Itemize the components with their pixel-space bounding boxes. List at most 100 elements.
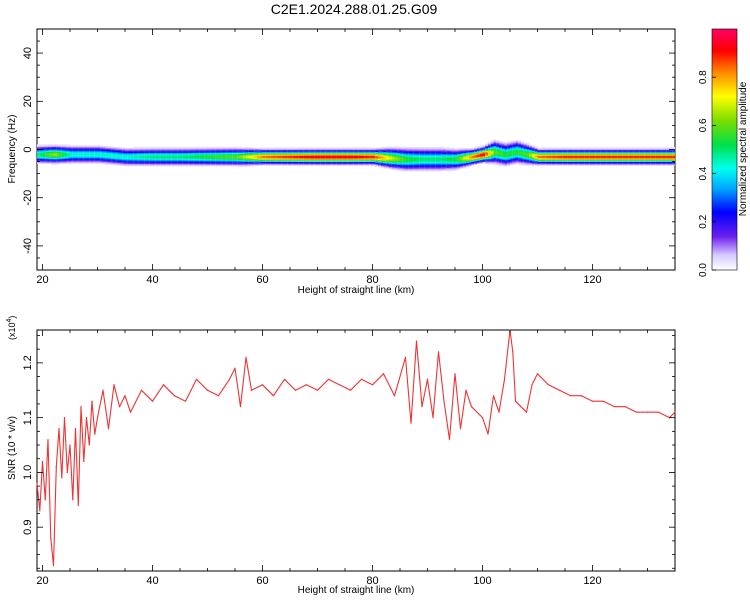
spectrogram-cell [273,148,277,150]
snr-frame [36,329,676,572]
spectrogram-cell [405,159,409,161]
spectrogram-cell [650,164,654,166]
spectrogram-cell [56,162,60,164]
spectrogram-cell [592,150,596,153]
spectrogram-cell [485,157,489,160]
spectrogram-cell [589,164,593,166]
spectrogram-cell [292,164,296,166]
spectrogram-cell [567,155,571,158]
spectrogram-cell [182,159,186,162]
spectrogram-cell [331,153,335,155]
spectrogram-cell [48,158,51,161]
spectrogram-cell [276,153,280,155]
spectrogram-cell [510,142,513,144]
spectrogram-cell [100,156,104,159]
spectrogram-cell [372,150,376,153]
spectrogram-cell [356,150,359,153]
spectrogram-cell [70,149,73,151]
spectrogram-cell [394,160,398,163]
spectrogram-cell [336,147,340,149]
spectrogram-cell [116,159,120,161]
snr-point [228,378,231,380]
spectrogram-cell [155,153,159,156]
spectrogram-cell [441,169,445,172]
spectrogram-cell [323,147,326,149]
spectrogram-cell [97,149,101,151]
spectrogram-cell [504,145,508,148]
spectrogram-cell [213,159,216,162]
spectrogram-cell [452,148,456,151]
spectrogram-cell [499,163,502,166]
spectrogram-cell [446,160,450,162]
spectrogram-cell [587,158,590,160]
spectrogram-cell [573,161,577,164]
spectrogram-cell [191,149,194,151]
spectrogram-cell [408,156,412,159]
spectrogram-cell [644,150,648,153]
spectrogram-cell [551,153,555,155]
spectrogram-cell [471,150,475,153]
spectrogram-cell [37,162,40,164]
spectrogram-cell [471,156,475,159]
spectrogram-cell [438,162,442,165]
spectrogram-cell [141,159,145,162]
spectrogram-cell [67,150,71,152]
spectrogram-cell [59,158,62,161]
spectrogram-cell [369,156,373,159]
spectrogram-cell [367,148,370,150]
spectrogram-cell [361,149,365,152]
spectrogram-cell [116,147,120,149]
spectrogram-cell [202,161,205,163]
spectrogram-cell [449,162,453,165]
spectrogram-cell [262,154,266,156]
spectrogram-cell [158,163,161,166]
spectrogram-cell [565,159,568,161]
spectrogram-cell [375,163,379,166]
spectrogram-cell [455,154,458,157]
spectrogram-cell [416,169,420,172]
spectrogram-cell [400,153,403,155]
spectrogram-cell [210,164,214,167]
spectrogram-cell [276,147,280,149]
spectrogram-cell [556,156,560,159]
spectrogram-cell [441,167,445,169]
spectrogram-cell [262,161,266,164]
snr-point [39,510,41,512]
spectrogram-cell [636,162,640,165]
spectrogram-cell [628,152,632,154]
spectrogram-cell [81,149,84,151]
spectrogram-cell [504,144,508,147]
spectrogram-cell [336,152,340,154]
spectrogram-cell [548,161,552,164]
spectrogram-cell [562,149,566,152]
spectrogram-cell [416,156,420,159]
spectrogram-cell [416,154,420,156]
spectrogram-y-tick-label: 20 [22,95,34,107]
spectrogram-cell [229,158,233,161]
spectrogram-cell [424,156,428,159]
spectrogram-cell [408,161,412,163]
spectrogram-cell [185,163,189,166]
spectrogram-cell [614,164,618,166]
spectrogram-cell [422,156,425,159]
spectrogram-cell [589,159,593,161]
spectrogram-cell [42,162,46,164]
spectrogram-cell [631,153,634,155]
spectrogram-cell [466,150,469,153]
spectrogram-cell [455,152,458,154]
spectrogram-cell [413,169,417,172]
spectrogram-cell [518,142,522,144]
spectrogram-cell [298,161,302,164]
spectrogram-cell [240,155,244,158]
spectrogram-cell [666,152,670,154]
spectrogram-cell [188,162,192,164]
spectrogram-cell [122,152,126,155]
spectrogram-cell [460,167,464,169]
spectrogram-cell [446,147,450,149]
spectrogram-cell [367,150,370,153]
snr-point [443,400,445,402]
spectrogram-cell [405,152,409,155]
spectrogram-cell [391,153,395,156]
spectrogram-cell [105,152,109,154]
snr-y-tick-label: 1.1 [22,410,34,425]
